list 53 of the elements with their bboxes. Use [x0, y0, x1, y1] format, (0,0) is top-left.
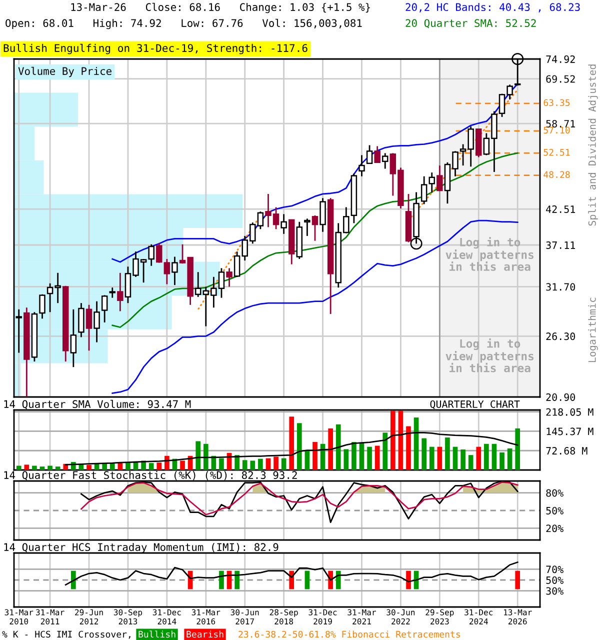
ref-line-label: 57.10	[544, 126, 570, 134]
text: Bullish	[138, 630, 176, 638]
x-tick-label: 13-Mar 2026	[504, 609, 532, 624]
x-tick-label: 30-Jun 2022	[386, 609, 415, 624]
y-tick-label: 145.37 M	[546, 428, 594, 436]
text: 23.6-38.2-50-61.8% Fibonacci Retracements	[238, 630, 460, 638]
chart-title: 13-Mar-26 Close: 68.16 Change: 1.03 {+1.5 %}	[71, 2, 370, 14]
y-tick-label: 50%	[546, 506, 564, 514]
chart-title: 14 Quarter Fast Stochastic (%K) (%D): 82.3 93.2	[4, 470, 297, 480]
x-tick-label: 31-Mar 2021	[348, 609, 376, 624]
annotation: Log in to view patterns in this area	[446, 338, 534, 372]
x-tick-label: 31-Mar 2011	[36, 609, 64, 624]
y-tick-label: 80%	[546, 489, 564, 497]
chart-title: 14 Quarter SMA Volume: 93.47 M	[4, 400, 191, 410]
y-tick-label: 50%	[546, 576, 564, 584]
x-tick-label: 28-Sep 2018	[270, 609, 298, 624]
y-tick-label: 74.92	[546, 55, 575, 63]
text: 20,2 HC Bands: 40.43 , 68.23	[406, 2, 580, 12]
x-tick-label: 31-Mar 2010	[4, 609, 34, 624]
text: Logarithmic	[588, 298, 598, 362]
x-tick-label: 31-Dec 2019	[308, 609, 337, 624]
text: Bullish Engulfing on 31-Dec-19, Strength: -117.6	[4, 44, 308, 54]
chart-title: 14 Quarter HCS Intraday Momentum (IMI): 82.9	[4, 542, 278, 554]
y-tick-label: 37.11	[546, 241, 575, 249]
x-tick-label: 30-Sep 2013	[114, 609, 142, 624]
x-tick-label: 29-Sep 2023	[426, 609, 454, 624]
annotation: Log in to view patterns in this area	[446, 237, 534, 271]
y-tick-label: 72.68 M	[546, 447, 588, 455]
x-tick-label: 29-Jun 2012	[75, 609, 103, 624]
x-tick-label: 31-Dec 2024	[464, 609, 493, 624]
text: Bearish	[186, 630, 224, 638]
x-tick-label: 30-Jun 2017	[230, 609, 259, 624]
y-axis-title: Split and Dividend Adjusted	[588, 64, 598, 226]
y-tick-label: 30%	[546, 587, 564, 595]
x-tick-label: 31-Dec 2014	[152, 609, 181, 624]
chart-subtitle: Open: 68.01 High: 74.92 Low: 67.76 Vol: 156,003,081	[6, 18, 362, 30]
y-tick-label: 26.30	[546, 332, 576, 340]
legend-title: % K - HCS IMI Crossover,	[2, 630, 130, 639]
ref-line-label: 52.51	[544, 148, 570, 156]
ref-line-label: 63.35	[544, 99, 570, 106]
text: QUARTERLY CHART	[430, 400, 520, 410]
y-tick-label: 31.70	[546, 283, 576, 291]
ref-line-label: 48.28	[544, 171, 570, 178]
text: Volume By Price	[18, 66, 112, 78]
x-tick-label: 31-Mar 2016	[192, 609, 220, 624]
y-tick-label: 70%	[546, 566, 564, 574]
y-tick-label: 20%	[546, 524, 564, 532]
y-tick-label: 218.05 M	[546, 408, 594, 416]
y-tick-label: 42.51	[546, 205, 575, 213]
text: 20 Quarter SMA: 52.52	[406, 19, 536, 28]
y-tick-label: 69.52	[546, 75, 575, 83]
y-tick-label: 58.71	[546, 120, 575, 128]
y-tick-label: 20.90	[546, 393, 576, 401]
